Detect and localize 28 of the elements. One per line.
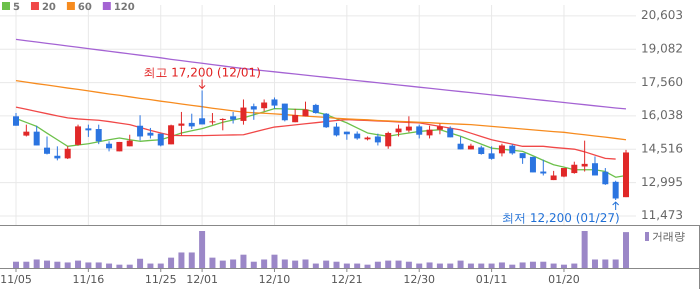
x-tick-label: 12/10 — [258, 273, 290, 286]
legend-label: 60 — [78, 2, 92, 13]
x-tick-label: 01/20 — [548, 273, 580, 286]
legend-item: 거래량 — [645, 230, 685, 243]
legend-label: 20 — [42, 2, 56, 13]
annotation: 최고 17,200 (12/01) — [143, 65, 261, 80]
y-tick-label: 19,082 — [641, 42, 683, 56]
y-tick-label: 14,516 — [641, 142, 683, 156]
legend-item: 60 — [66, 2, 92, 13]
x-tick-label: 11/16 — [72, 273, 104, 286]
legend-label: 120 — [114, 2, 135, 13]
legend-item: 120 — [102, 2, 135, 13]
x-tick-label: 01/11 — [476, 273, 508, 286]
y-tick-label: 16,038 — [641, 108, 683, 122]
annotation: 최저 12,200 (01/27) — [502, 211, 620, 226]
legend-item: 5 — [2, 2, 20, 13]
x-tick-label: 11/25 — [144, 273, 177, 286]
x-tick-label: 12/01 — [186, 273, 218, 286]
x-tick-label: 12/30 — [403, 273, 436, 286]
legend-label: 거래량 — [652, 230, 685, 243]
x-tick-label: 12/21 — [330, 273, 363, 286]
y-tick-label: 20,603 — [641, 8, 683, 22]
y-tick-label: 12,995 — [641, 174, 683, 189]
x-tick-label: 11/05 — [0, 273, 32, 286]
y-tick-label: 11,473 — [641, 208, 683, 222]
legend-label: 5 — [13, 2, 20, 13]
legend-item: 20 — [30, 2, 56, 13]
y-tick-label: 17,560 — [641, 74, 683, 89]
